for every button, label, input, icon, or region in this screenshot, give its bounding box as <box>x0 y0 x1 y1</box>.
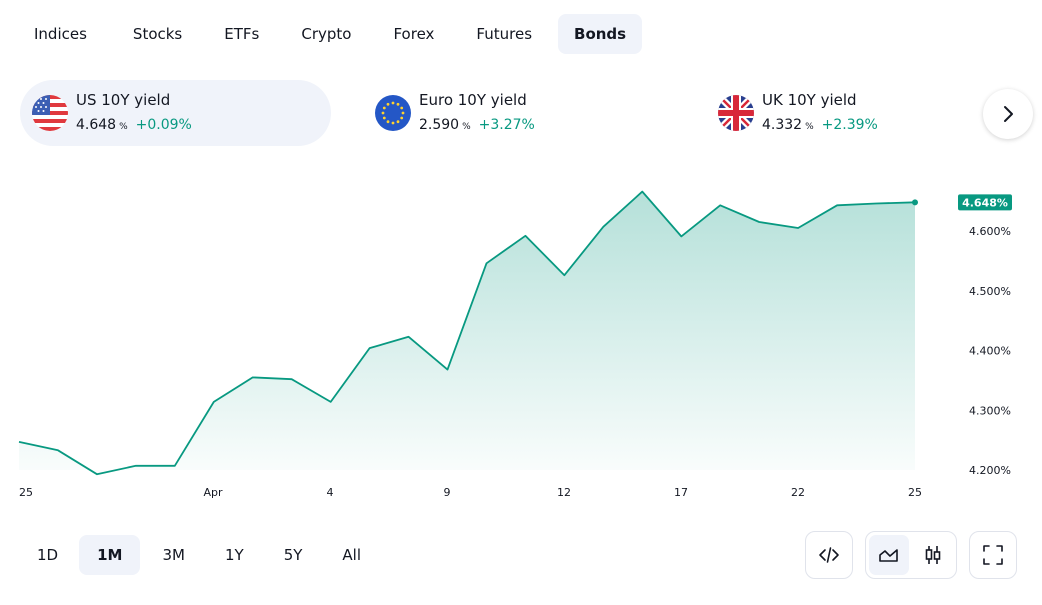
candlestick-button[interactable] <box>913 535 953 575</box>
y-tick-label: 4.400% <box>969 345 1011 358</box>
ticker-strip: US 10Y yield 4.648% +0.09% Euro 10Y yield… <box>20 80 1032 146</box>
ticker-name: UK 10Y yield <box>762 90 857 109</box>
tab-forex[interactable]: Forex <box>393 25 435 43</box>
candlestick-icon <box>925 546 941 564</box>
uk-flag-icon <box>718 95 754 131</box>
ticker-value: 4.332 <box>762 116 803 133</box>
tab-stocks[interactable]: Stocks <box>132 25 183 43</box>
y-tick-label: 4.300% <box>969 404 1011 417</box>
ticker-change: +0.09% <box>135 116 192 133</box>
x-tick-label: 17 <box>674 486 688 499</box>
x-tick-label: 12 <box>557 486 571 499</box>
chart-canvas[interactable]: 4.600% 4.500% 4.400% 4.300% 4.200% 25 Apr 4 9 12… <box>0 160 1042 510</box>
x-tick-label: 22 <box>791 486 805 499</box>
area-chart-icon <box>879 549 898 562</box>
y-tick-label: 4.600% <box>969 225 1011 238</box>
range-selector: 1D 1M 3M 1Y 5Y All <box>20 535 379 575</box>
x-tick-label: 9 <box>444 486 451 499</box>
ticker-value: 2.590 <box>419 116 460 133</box>
chevron-right-icon <box>1004 106 1013 122</box>
range-5y[interactable]: 5Y <box>283 546 303 564</box>
y-tick-label: 4.200% <box>969 464 1011 477</box>
tab-futures[interactable]: Futures <box>476 25 533 43</box>
eu-flag-icon <box>375 95 411 131</box>
ticker-name: US 10Y yield <box>76 90 171 109</box>
ticker-change: +3.27% <box>478 116 535 133</box>
x-tick-label: Apr <box>203 486 223 499</box>
range-1y[interactable]: 1Y <box>224 546 244 564</box>
last-value-badge <box>958 194 1012 211</box>
range-all[interactable]: All <box>342 546 362 564</box>
tab-indices[interactable]: Indices <box>34 25 87 43</box>
ticker-value: 4.648 <box>76 116 117 133</box>
chart-style-group <box>865 531 957 579</box>
next-tickers-button[interactable] <box>983 89 1033 139</box>
tab-etfs[interactable]: ETFs <box>224 25 260 43</box>
ticker-euro-10y[interactable]: Euro 10Y yield 2.590% +3.27% <box>375 80 655 146</box>
tab-bonds[interactable]: Bonds <box>558 14 643 54</box>
ticker-us-10y[interactable]: US 10Y yield 4.648% +0.09% <box>20 80 331 146</box>
x-tick-label: 4 <box>327 486 334 499</box>
last-point <box>912 199 918 206</box>
market-tabs: Indices Stocks ETFs Crypto Forex Futures… <box>18 14 643 54</box>
last-value-label: 4.648% <box>962 196 1008 209</box>
ticker-unit: % <box>119 121 128 132</box>
ticker-name: Euro 10Y yield <box>419 90 527 109</box>
embed-button[interactable] <box>805 531 853 579</box>
fullscreen-button[interactable] <box>969 531 1017 579</box>
ticker-uk-10y[interactable]: UK 10Y yield 4.332% +2.39% <box>718 80 978 146</box>
fullscreen-icon <box>983 545 1003 565</box>
series-line <box>18 190 916 476</box>
tab-crypto[interactable]: Crypto <box>301 25 352 43</box>
ticker-change: +2.39% <box>821 116 878 133</box>
embed-code-icon <box>819 547 839 563</box>
y-tick-label: 4.500% <box>969 285 1011 298</box>
area-chart-button[interactable] <box>869 535 909 575</box>
range-3m[interactable]: 3M <box>162 546 185 564</box>
ticker-unit: % <box>805 121 814 132</box>
series-area <box>19 191 915 475</box>
yield-chart[interactable]: 4.600% 4.500% 4.400% 4.300% 4.200% 25 Apr 4 9 12… <box>0 160 1042 510</box>
range-1m[interactable]: 1M <box>79 535 141 575</box>
range-1d[interactable]: 1D <box>37 546 59 564</box>
x-tick-label: 25 <box>908 486 922 499</box>
us-flag-icon <box>32 95 68 131</box>
x-tick-label: 25 <box>19 486 33 499</box>
ticker-unit: % <box>462 121 471 132</box>
